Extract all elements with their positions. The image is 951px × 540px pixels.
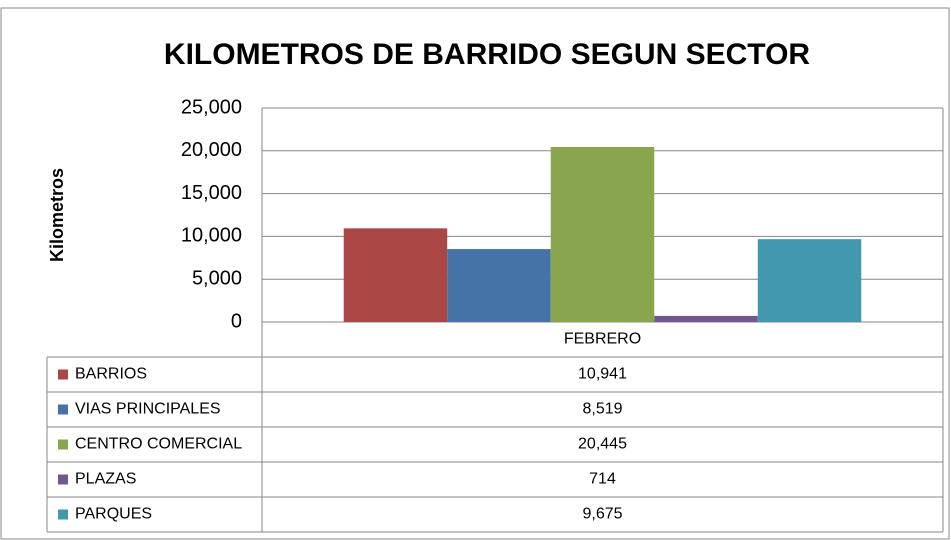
y-axis-label: Kilometros — [47, 168, 67, 262]
legend-key — [58, 509, 68, 520]
y-tick-label: 10,000 — [181, 225, 242, 247]
x-tick-label: FEBRERO — [564, 331, 641, 348]
y-tick-label: 15,000 — [181, 182, 242, 204]
y-tick-label: 25,000 — [181, 96, 242, 118]
legend-label: PARQUES — [75, 506, 152, 523]
legend-key — [58, 439, 68, 450]
legend-key — [58, 474, 68, 485]
bar — [343, 228, 448, 322]
table-value: 10,941 — [578, 366, 627, 383]
legend-label: BARRIOS — [75, 366, 147, 383]
chart-title: KILOMETROS DE BARRIDO SEGUN SECTOR — [164, 38, 810, 71]
y-tick-label: 20,000 — [181, 139, 242, 161]
table-value: 8,519 — [582, 401, 622, 418]
legend-label: CENTRO COMERCIAL — [75, 436, 242, 453]
bar — [550, 146, 655, 322]
y-tick-label: 5,000 — [192, 267, 242, 289]
y-tick-label: 0 — [231, 310, 242, 332]
table-value: 9,675 — [582, 506, 622, 523]
legend-key — [58, 369, 68, 380]
legend-label: VIAS PRINCIPALES — [75, 401, 221, 418]
table-value: 20,445 — [578, 436, 627, 453]
table-value: 714 — [589, 471, 616, 488]
legend-key — [58, 404, 68, 415]
bar — [757, 239, 862, 322]
bar — [654, 315, 758, 322]
legend-label: PLAZAS — [75, 471, 136, 488]
bar — [447, 249, 551, 322]
